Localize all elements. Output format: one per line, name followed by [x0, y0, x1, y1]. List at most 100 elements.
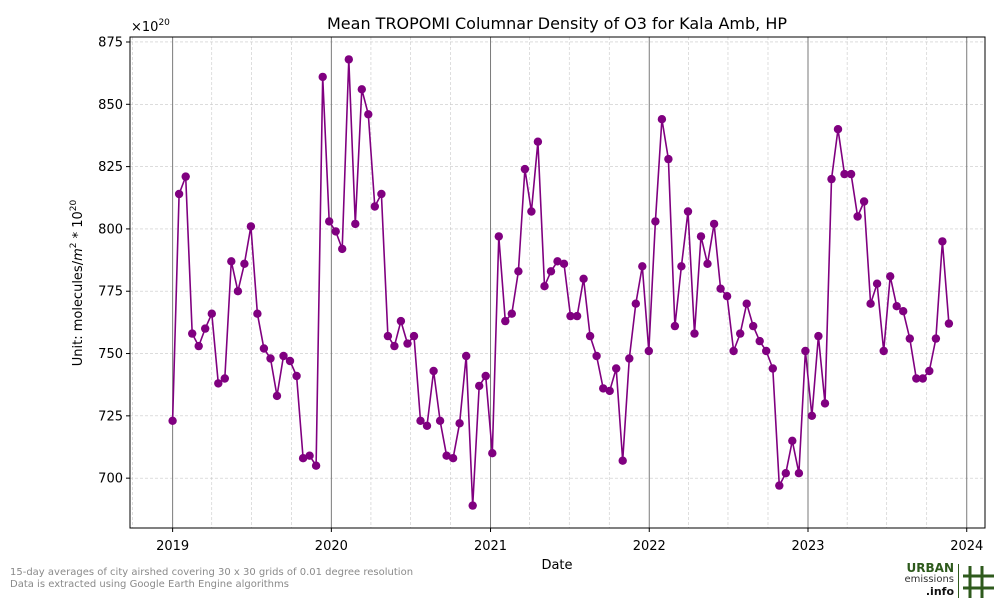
data-point — [716, 284, 725, 293]
data-point — [775, 481, 784, 490]
data-point — [194, 341, 203, 351]
data-point — [899, 307, 908, 316]
data-point — [390, 341, 399, 351]
data-point — [475, 381, 484, 391]
y-tick-label: 850 — [98, 98, 123, 113]
data-point — [422, 421, 432, 430]
data-point — [344, 55, 353, 64]
data-point — [481, 371, 490, 381]
data-point — [298, 454, 308, 463]
plot-frame — [129, 36, 986, 529]
y-offset-text: ×1020 — [131, 18, 170, 35]
data-point — [468, 501, 477, 510]
data-point — [749, 321, 758, 331]
data-point — [729, 346, 738, 356]
data-point — [612, 364, 621, 373]
data-point — [846, 169, 856, 179]
data-point — [370, 202, 379, 211]
data-point — [664, 154, 673, 164]
data-point — [605, 386, 614, 396]
data-point — [905, 334, 914, 343]
hash-grid-icon — [958, 564, 994, 598]
y-tick-label: 750 — [98, 347, 123, 362]
data-point — [814, 331, 823, 341]
data-point — [944, 319, 954, 328]
data-point — [462, 351, 471, 361]
data-point — [429, 366, 438, 376]
footnote-source: Data is extracted using Google Earth Eng… — [10, 579, 289, 590]
data-point — [279, 351, 288, 361]
data-point — [781, 469, 790, 478]
data-point — [886, 272, 895, 281]
data-point — [188, 329, 197, 338]
data-point — [527, 207, 536, 216]
data-point — [272, 391, 282, 401]
y-tick-label: 825 — [98, 160, 123, 175]
data-point — [364, 110, 373, 119]
data-point — [755, 336, 764, 346]
axis-ticks: 700 725 750 775 800 825 850 875 2019 2020 2021 2022… — [98, 35, 983, 554]
data-point — [840, 169, 849, 179]
data-point — [859, 197, 869, 206]
urban-emissions-logo: URBAN emissions .info — [898, 562, 998, 598]
data-point — [311, 461, 321, 470]
data-point — [246, 222, 256, 231]
data-point — [918, 374, 927, 383]
x-tick-label: 2021 — [474, 539, 507, 554]
data-point — [409, 331, 419, 341]
data-point — [559, 259, 569, 268]
logo-word-info: .info — [925, 585, 954, 598]
data-point — [207, 309, 216, 318]
data-point — [683, 207, 693, 216]
year-separator-lines — [172, 37, 968, 528]
data-point — [240, 259, 249, 268]
data-point — [396, 316, 406, 326]
data-point — [514, 267, 523, 276]
data-point — [625, 354, 634, 363]
data-point — [938, 237, 947, 246]
data-point — [892, 302, 901, 311]
y-tick-label: 800 — [98, 222, 123, 237]
data-point — [416, 416, 425, 425]
data-point — [794, 469, 804, 478]
data-point — [827, 174, 836, 184]
data-point — [501, 316, 510, 326]
data-point — [762, 346, 771, 356]
data-point — [670, 321, 680, 331]
data-point — [266, 354, 275, 363]
x-tick-label: 2020 — [315, 539, 348, 554]
data-point — [168, 416, 177, 425]
data-point — [325, 217, 334, 226]
data-point — [585, 331, 595, 341]
y-tick-label: 775 — [98, 285, 123, 300]
data-point — [703, 259, 712, 268]
data-point — [181, 172, 190, 181]
data-point — [507, 309, 516, 318]
x-tick-label: 2024 — [950, 539, 983, 554]
logo-word-urban: URBAN — [906, 561, 954, 575]
data-point — [801, 346, 810, 356]
data-point — [925, 366, 934, 376]
data-point — [533, 137, 543, 146]
data-point — [259, 344, 269, 353]
data-point — [820, 399, 830, 408]
data-point — [912, 374, 921, 383]
data-point — [572, 311, 582, 321]
data-point — [592, 351, 601, 361]
y-tick-label: 700 — [98, 472, 123, 487]
data-point — [435, 416, 445, 425]
series-line-o3 — [168, 55, 954, 510]
data-point — [631, 299, 640, 308]
data-point — [853, 212, 862, 221]
data-point — [285, 356, 295, 366]
data-point — [677, 262, 686, 271]
y-tick-label: 725 — [98, 409, 123, 424]
data-point — [331, 227, 340, 236]
data-point — [618, 456, 627, 465]
data-point — [807, 411, 817, 420]
data-point — [736, 329, 745, 338]
data-point — [318, 72, 327, 82]
data-point — [696, 232, 706, 241]
data-point — [638, 262, 647, 271]
